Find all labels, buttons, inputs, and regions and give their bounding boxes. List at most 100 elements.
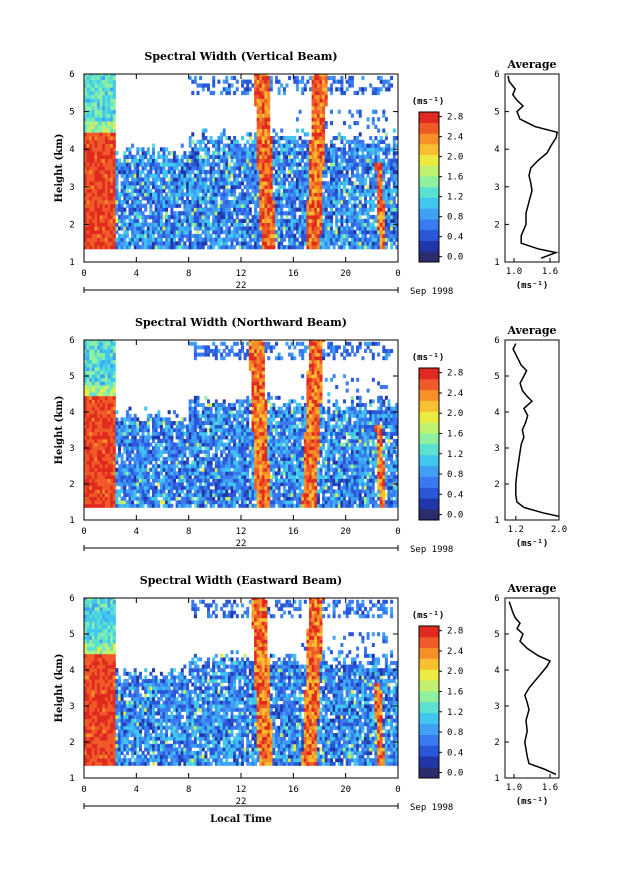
heatmap-cell xyxy=(136,485,140,490)
heatmap-cell xyxy=(131,485,135,490)
heatmap-cell xyxy=(139,467,142,472)
heatmap-cell xyxy=(102,460,106,465)
heatmap-cell xyxy=(212,184,216,190)
heatmap-cell xyxy=(89,87,93,92)
heatmap-cell xyxy=(309,184,312,190)
heatmap-cell xyxy=(259,147,263,152)
heatmap-cell xyxy=(241,154,244,159)
heatmap-cell xyxy=(264,90,268,96)
heatmap-cell xyxy=(123,166,127,171)
heatmap-cell xyxy=(343,226,346,231)
heatmap-cell xyxy=(146,471,150,476)
heatmap-cell xyxy=(295,83,299,88)
heatmap-cell xyxy=(196,233,200,238)
heatmap-cell xyxy=(322,128,326,133)
heatmap-cell xyxy=(319,230,323,235)
heatmap-cell xyxy=(356,162,360,167)
heatmap-cell xyxy=(120,241,124,246)
heatmap-cell xyxy=(157,151,161,156)
heatmap-cell xyxy=(102,184,106,190)
heatmap-cell xyxy=(330,121,333,126)
heatmap-cell xyxy=(374,143,378,148)
heatmap-cell xyxy=(204,173,208,178)
heatmap-cell xyxy=(97,428,101,433)
heatmap-cell xyxy=(280,245,284,250)
heatmap-cell xyxy=(180,503,184,508)
heatmap-cell xyxy=(285,188,289,193)
heatmap-cell xyxy=(146,485,150,490)
heatmap-cell xyxy=(167,237,171,242)
heatmap-cell xyxy=(230,241,234,246)
heatmap-cell xyxy=(322,245,326,250)
heatmap-cell xyxy=(120,475,124,479)
heatmap-cell xyxy=(332,184,336,190)
heatmap-cell xyxy=(254,211,258,216)
heatmap-cell xyxy=(120,188,124,193)
heatmap-cell xyxy=(361,75,365,81)
heatmap-cell xyxy=(123,184,127,190)
heatmap-cell xyxy=(149,449,153,454)
heatmap-cell xyxy=(335,226,339,231)
heatmap-cell xyxy=(99,341,103,346)
heatmap-cell xyxy=(91,377,95,382)
heatmap-cell xyxy=(345,177,349,182)
heatmap-cell xyxy=(86,233,90,238)
heatmap-cell xyxy=(301,147,305,152)
heatmap-cell xyxy=(178,489,182,494)
heatmap-cell xyxy=(353,207,357,212)
heatmap-cell xyxy=(86,399,90,404)
heatmap-cell xyxy=(125,158,129,163)
heatmap-cell xyxy=(327,226,331,231)
heatmap-cell xyxy=(136,464,140,469)
heatmap-cell xyxy=(162,475,166,479)
heatmap-cell xyxy=(120,181,124,186)
heatmap-cell xyxy=(366,245,370,250)
heatmap-cell xyxy=(298,177,302,182)
heatmap-cell xyxy=(301,158,305,163)
heatmap-cell xyxy=(230,181,234,186)
heatmap-cell xyxy=(136,215,140,220)
heatmap-cell xyxy=(241,211,244,216)
heatmap-cell xyxy=(133,421,137,425)
heatmap-cell xyxy=(280,200,284,205)
heatmap-cell xyxy=(193,79,197,84)
heatmap-cell xyxy=(343,154,346,159)
heatmap-cell xyxy=(128,169,132,175)
heatmap-cell xyxy=(131,177,135,182)
heatmap-cell xyxy=(123,188,127,193)
heatmap-cell xyxy=(377,226,381,231)
heatmap-cell xyxy=(141,196,145,201)
heatmap-cell xyxy=(115,196,119,201)
heatmap-cell xyxy=(165,485,169,490)
heatmap-cell xyxy=(379,169,383,175)
heatmap-cell xyxy=(353,158,357,163)
heatmap-cell xyxy=(115,489,119,494)
heatmap-cell xyxy=(141,147,145,152)
heatmap-cell xyxy=(390,211,394,216)
heatmap-cell xyxy=(128,226,132,231)
heatmap-cell xyxy=(141,169,145,175)
heatmap-cell xyxy=(361,154,365,159)
heatmap-cell xyxy=(86,215,90,220)
heatmap-cell xyxy=(366,241,370,246)
heatmap-cell xyxy=(89,113,93,118)
heatmap-cell xyxy=(183,211,187,216)
heatmap-cell xyxy=(191,147,195,152)
heatmap-cell xyxy=(345,233,349,238)
heatmap-cell xyxy=(94,230,98,235)
heatmap-cell xyxy=(154,453,158,458)
heatmap-cell xyxy=(243,143,247,148)
heatmap-cell xyxy=(139,233,142,238)
heatmap-cell xyxy=(115,435,119,440)
colorbar-tick-label: 2.8 xyxy=(447,113,463,123)
heatmap-cell xyxy=(178,211,182,216)
heatmap-cell xyxy=(175,413,179,418)
heatmap-cell xyxy=(99,424,103,429)
heatmap-cell xyxy=(290,151,294,156)
heatmap-cell xyxy=(269,177,273,182)
heatmap-cell xyxy=(377,196,381,201)
heatmap-cell xyxy=(222,218,226,223)
heatmap-cell xyxy=(99,245,103,250)
heatmap-cell xyxy=(227,245,231,250)
heatmap-cell xyxy=(235,237,239,242)
